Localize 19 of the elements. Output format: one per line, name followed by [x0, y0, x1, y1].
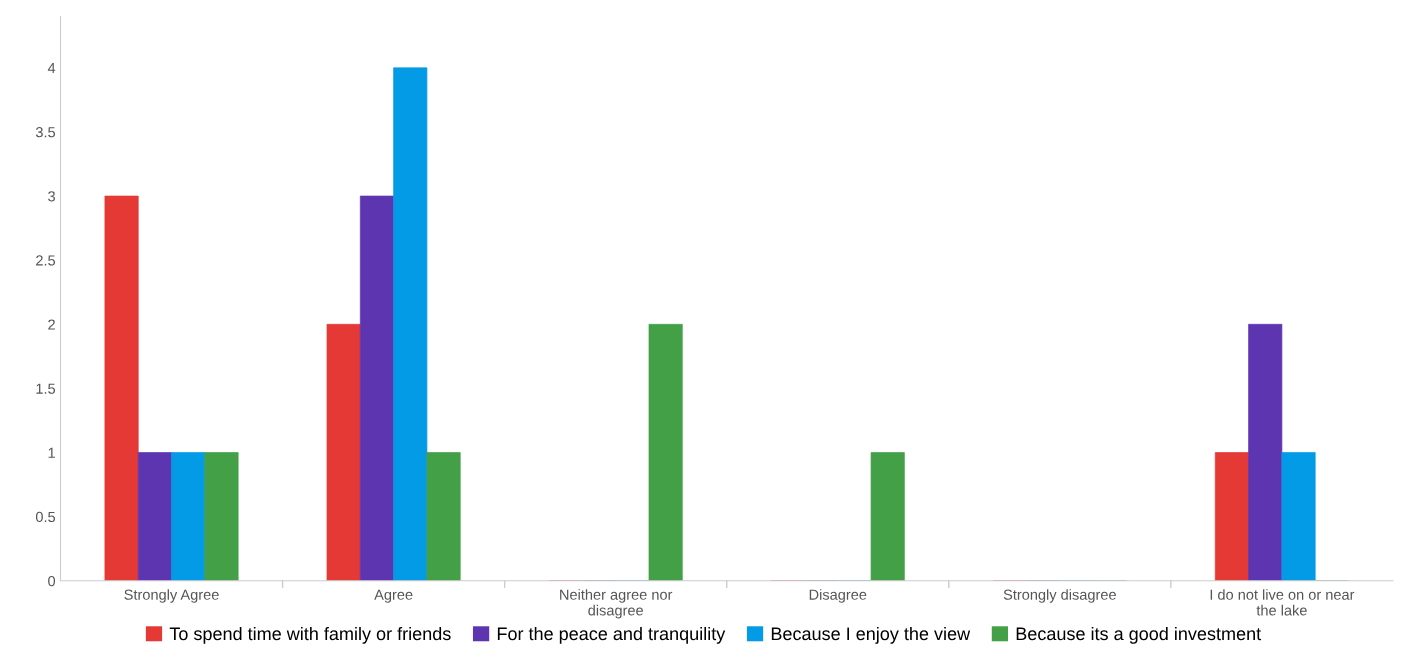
legend-label: For the peace and tranquility [497, 626, 726, 644]
y-tick-label: 0 [48, 575, 56, 587]
y-tick-label: 3.5 [35, 127, 56, 138]
y-tick-label: 2.5 [36, 255, 56, 266]
legend-label: Because I enjoy the view [771, 626, 971, 644]
y-tick-label: 1.5 [36, 383, 56, 394]
y-tick-label: 4 [47, 63, 56, 74]
y-tick-label: 3 [48, 191, 55, 202]
x-tick-label: Agree [374, 589, 413, 603]
legend-label: To spend time with family or friends [169, 626, 451, 644]
x-tick-label: Neither agree nor disagree [560, 589, 673, 619]
y-tick-label: 0.5 [35, 511, 56, 523]
y-tick-label: 2 [48, 319, 55, 330]
x-tick-label: Strongly disagree [1003, 589, 1116, 603]
legend-label: Because its a good investment [1016, 626, 1262, 644]
x-tick-label: I do not live on or near the lake [1210, 589, 1355, 616]
y-tick-label: 1 [48, 447, 55, 458]
x-tick-label: Strongly Agree [124, 589, 219, 603]
x-tick-label: Disagree [809, 589, 867, 603]
